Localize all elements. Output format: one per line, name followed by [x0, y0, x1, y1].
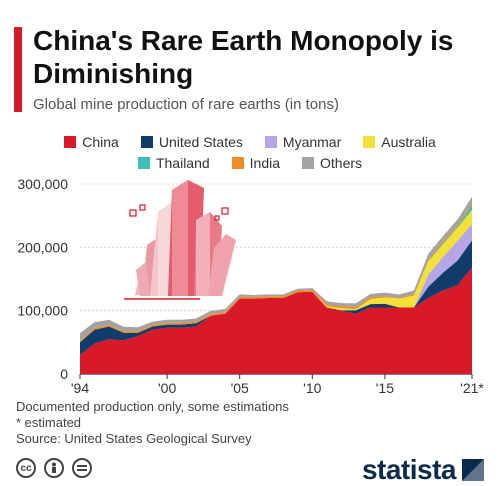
person-icon[interactable] [44, 458, 64, 478]
title-accent-bar [14, 27, 22, 112]
legend-label-others: Others [320, 155, 363, 171]
legend-swatch-australia [363, 136, 376, 148]
brand-mark-icon [462, 459, 484, 481]
legend-row-2: Thailand India Others [0, 153, 500, 173]
area-china [80, 267, 472, 374]
area-chart: 0 100,000 200,000 300,000 '94 '00 '05 '10 '15 '2… [17, 176, 484, 395]
x-tick-label: '94 [71, 380, 89, 395]
x-tick-label: '21* [460, 380, 484, 395]
footnote-documented: Documented production only, some estimat… [16, 399, 289, 414]
legend-label-myanmar: Myanmar [282, 134, 342, 150]
legend-label-australia: Australia [381, 134, 436, 150]
legend-label-thailand: Thailand [155, 155, 210, 171]
legend-item-thailand: Thailand [137, 155, 210, 171]
legend: China United States Myanmar Australia Th… [0, 132, 500, 174]
x-tick-label: '10 [303, 380, 321, 395]
legend-item-united-states: United States [140, 134, 243, 150]
y-tick-label: 0 [60, 366, 68, 382]
brand-name: statista [361, 454, 457, 485]
area-series [80, 196, 472, 374]
legend-label-united-states: United States [158, 134, 243, 150]
footnote-estimated: * estimated [16, 415, 82, 430]
legend-swatch-myanmar [264, 136, 277, 148]
legend-swatch-united-states [140, 136, 153, 148]
x-tick-label: '00 [158, 380, 176, 395]
x-axis-labels: '94 '00 '05 '10 '15 '21* [71, 374, 484, 395]
x-tick-label: '15 [376, 380, 394, 395]
legend-item-australia: Australia [363, 134, 436, 150]
legend-swatch-others [302, 157, 315, 169]
area-united-states [80, 240, 472, 355]
legend-swatch-thailand [137, 157, 150, 169]
legend-item-china: China [64, 134, 119, 150]
chart-title: China's Rare Earth Monopoly is Diminishi… [33, 25, 454, 89]
y-tick-label: 100,000 [17, 303, 68, 319]
equals-icon[interactable] [72, 458, 92, 478]
legend-swatch-india [231, 157, 244, 169]
chart-subtitle: Global mine production of rare earths (i… [33, 96, 339, 113]
legend-item-myanmar: Myanmar [264, 134, 342, 150]
source-note: Source: United States Geological Survey [16, 431, 252, 446]
y-tick-label: 300,000 [17, 176, 68, 192]
crystal-illustration [124, 180, 236, 300]
y-axis-labels: 0 100,000 200,000 300,000 [17, 176, 68, 382]
legend-item-india: India [231, 155, 281, 171]
legend-label-india: India [249, 155, 281, 171]
cc-icon[interactable]: cc [16, 458, 36, 478]
legend-swatch-china [64, 136, 77, 148]
legend-label-china: China [82, 134, 119, 150]
x-tick-label: '05 [231, 380, 249, 395]
license-icons: cc [16, 458, 92, 478]
legend-row-1: China United States Myanmar Australia [0, 132, 500, 152]
statista-logo[interactable]: statista [362, 454, 484, 486]
area-others [80, 196, 472, 341]
y-tick-label: 200,000 [17, 239, 68, 255]
legend-item-others: Others [302, 155, 362, 171]
